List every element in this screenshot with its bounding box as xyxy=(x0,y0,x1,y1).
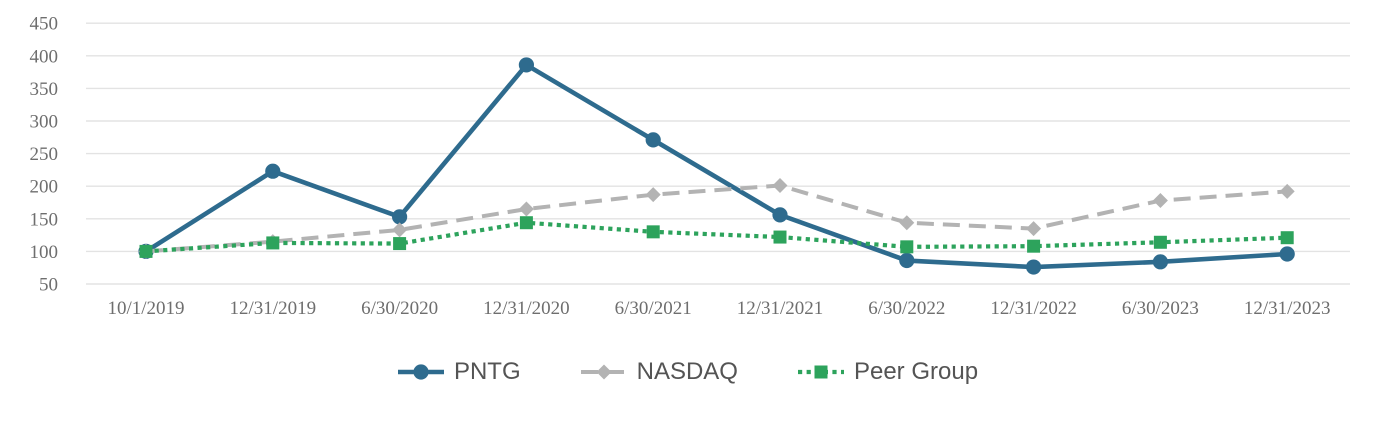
y-axis-tick-label: 150 xyxy=(30,209,59,230)
nasdaq-line-marker-icon xyxy=(580,364,627,380)
pntg-line-marker-icon xyxy=(397,364,444,380)
legend-label-nasdaq: NASDAQ xyxy=(636,358,738,385)
series-peer-group xyxy=(139,216,1294,258)
y-axis-tick-label: 50 xyxy=(39,275,58,296)
x-axis-tick-label: 6/30/2022 xyxy=(868,298,945,319)
y-axis-tick-label: 200 xyxy=(30,177,59,198)
y-axis-tick-label: 450 xyxy=(30,14,59,35)
x-axis-tick-label: 12/31/2019 xyxy=(230,298,317,319)
x-axis-tick-label: 12/31/2022 xyxy=(990,298,1077,319)
legend-label-pntg: PNTG xyxy=(453,358,521,385)
y-axis-tick-label: 250 xyxy=(30,144,59,165)
legend-item-nasdaq: NASDAQ xyxy=(579,360,738,384)
y-axis-tick-label: 350 xyxy=(30,79,59,100)
x-axis-tick-label: 10/1/2019 xyxy=(107,298,184,319)
x-axis-tick-label: 6/30/2021 xyxy=(615,298,692,319)
chart-legend: PNTG NASDAQ Peer Group xyxy=(0,351,1374,393)
x-axis-tick-label: 12/31/2021 xyxy=(737,298,824,319)
y-axis-tick-label: 300 xyxy=(30,112,59,133)
x-axis-tick-label: 6/30/2023 xyxy=(1122,298,1199,319)
x-axis-tick-label: 12/31/2020 xyxy=(483,298,570,319)
y-axis-tick-label: 400 xyxy=(30,46,59,67)
legend-item-peer-group: Peer Group xyxy=(796,360,978,384)
x-axis-tick-label: 12/31/2023 xyxy=(1244,298,1331,319)
series-pntg xyxy=(138,57,1295,275)
legend-item-pntg: PNTG xyxy=(396,360,521,384)
legend-label-peer-group: Peer Group xyxy=(853,358,979,385)
y-axis-tick-label: 100 xyxy=(30,242,59,263)
x-axis-tick-label: 6/30/2020 xyxy=(361,298,438,319)
peer-group-line-marker-icon xyxy=(797,365,844,379)
